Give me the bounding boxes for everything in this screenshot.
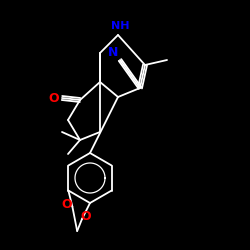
Text: N: N [108,46,118,60]
Text: O: O [81,210,91,224]
Text: O: O [49,92,59,104]
Text: NH: NH [111,21,129,31]
Text: O: O [61,198,72,211]
